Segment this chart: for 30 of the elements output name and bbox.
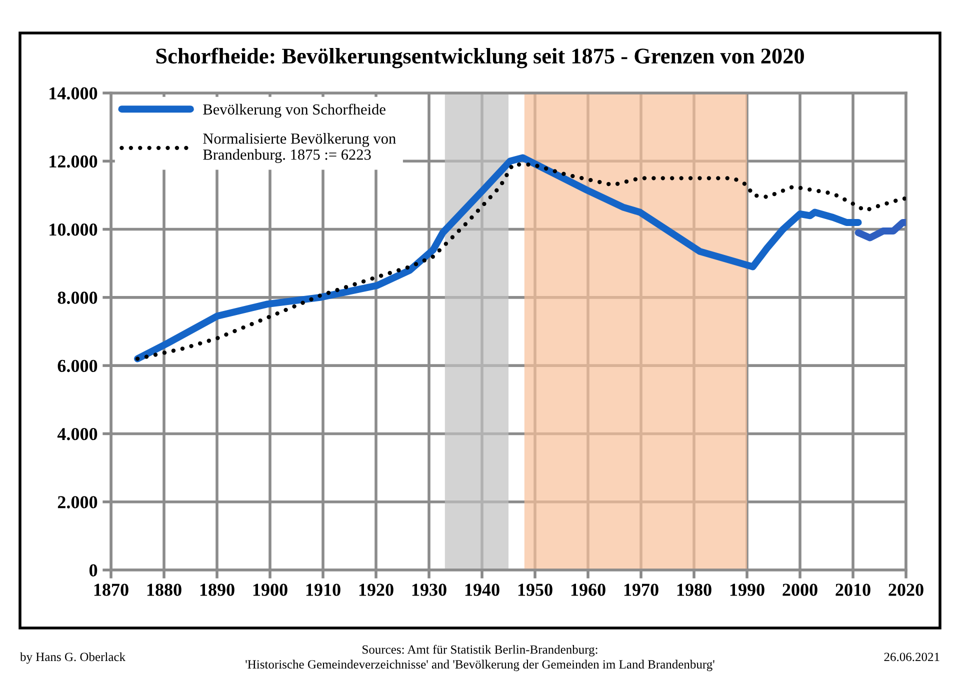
x-tick-label: 1910	[306, 584, 340, 596]
y-tick-label: 0	[89, 564, 98, 576]
y-tick-label: 4.000	[57, 428, 98, 440]
x-tick-label: 1950	[518, 584, 552, 596]
legend-label: Normalisierte Bevölkerung von Brandenburg. 1875 := 6223	[203, 133, 396, 163]
x-tick-label: 1900	[253, 584, 288, 596]
x-tick-label: 1970	[624, 584, 658, 596]
legend-label: Bevölkerung von Schorfheide	[203, 104, 386, 118]
x-tick-label: 1880	[147, 584, 182, 596]
x-tick-label: 1960	[571, 584, 606, 596]
y-tick-label: 10.000	[50, 224, 98, 236]
x-tick-label: 1940	[465, 584, 500, 596]
y-tick-label: 14.000	[50, 87, 98, 100]
y-tick-label: 6.000	[58, 360, 98, 372]
x-tick-label: 1930	[412, 584, 446, 596]
y-tick-label: 8.000	[58, 292, 98, 304]
x-tick-label: 1890	[200, 584, 234, 596]
x-tick-label: 2010	[836, 584, 870, 596]
x-tick-label: 1920	[359, 584, 394, 596]
chart-title: Schorfheide: Bevölkerungsentwicklung seit 1875 - Grenzen von 2020	[156, 48, 804, 68]
x-tick-label: 1870	[94, 584, 128, 596]
x-tick-label: 1990	[730, 584, 764, 596]
x-tick-label: 2000	[782, 584, 818, 596]
y-tick-label: 2.000	[58, 496, 98, 508]
x-tick-label: 1980	[677, 584, 712, 596]
text: by Hans G. Oberlack	[20, 652, 126, 664]
y-tick-label: 12.000	[50, 155, 98, 168]
x-tick-label: 2020	[888, 584, 924, 596]
source-note: Sources: Amt für Statistik Berlin-Brandenburg: 'Historische Gemeindeverzeichnisse' and 'Bevölkerung der Gemeinden im Land Brandenburg'	[246, 644, 714, 672]
text: 26.06.2021	[884, 652, 940, 662]
